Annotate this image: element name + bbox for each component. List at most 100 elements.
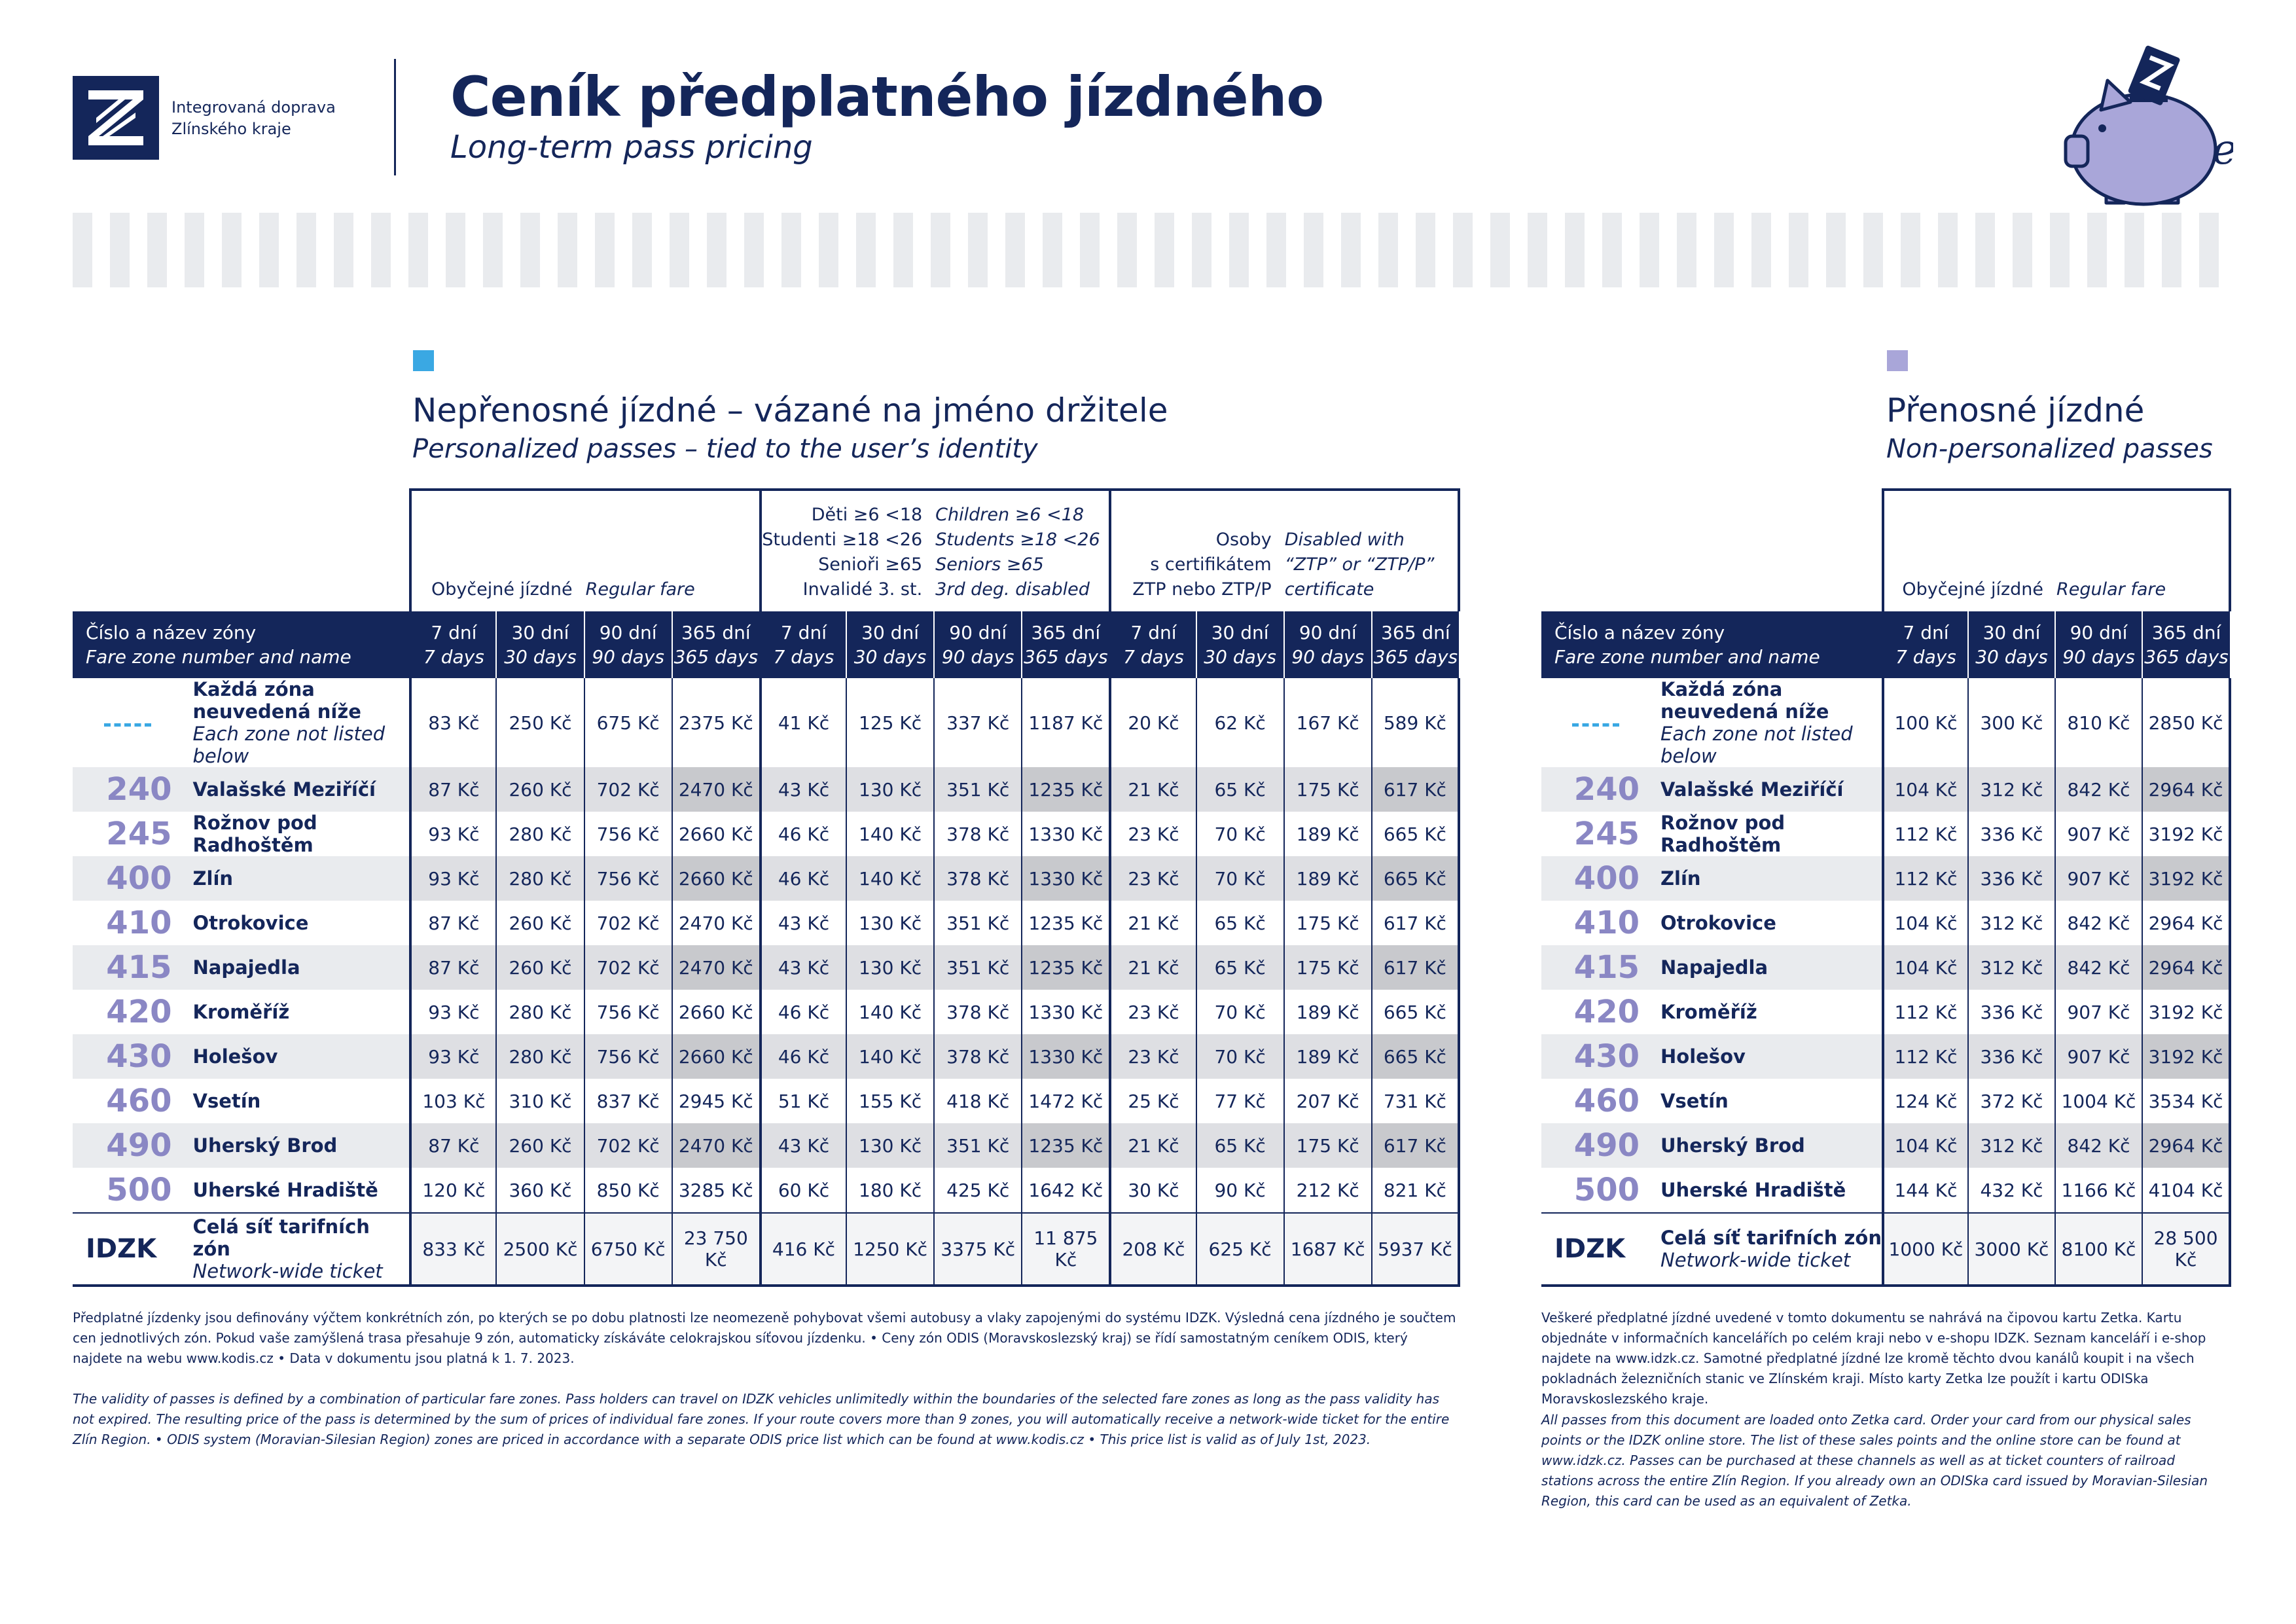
price-cell: 62 Kč bbox=[1195, 678, 1284, 767]
price-cell: 1235 Kč bbox=[1021, 767, 1111, 812]
price-cell: 702 Kč bbox=[583, 767, 672, 812]
price-cell: 4104 Kč bbox=[2141, 1168, 2232, 1213]
table-row: 415 Napajedla 87 Kč 260 Kč 702 Kč 2470 Kč 43 K… bbox=[73, 945, 1461, 990]
price-cell: 2470 Kč bbox=[671, 767, 761, 812]
zone-number: 415 bbox=[73, 945, 189, 990]
zone-name: Kroměříž bbox=[189, 990, 411, 1034]
price-cell: 702 Kč bbox=[583, 901, 672, 945]
price-cell: 1330 Kč bbox=[1021, 856, 1111, 901]
price-cell: 120 Kč bbox=[409, 1168, 497, 1213]
zone-name: Otrokovice bbox=[1657, 901, 1883, 945]
table-row: 500 Uherské Hradiště 120 Kč 360 Kč 850 Kč 328… bbox=[73, 1168, 1461, 1213]
price-cell: 189 Kč bbox=[1283, 856, 1372, 901]
price-cell: 312 Kč bbox=[1967, 767, 2055, 812]
group-line-en: Regular fare bbox=[585, 579, 695, 600]
period-en: 7 days bbox=[423, 646, 484, 668]
price-cell: 65 Kč bbox=[1195, 1123, 1284, 1168]
price-cell: 189 Kč bbox=[1283, 812, 1372, 856]
price-cell: 842 Kč bbox=[2054, 901, 2142, 945]
zone-number: 410 bbox=[1573, 905, 1640, 941]
price-cell: 3375 Kč bbox=[933, 1212, 1022, 1287]
price-cell: 112 Kč bbox=[1882, 1034, 1968, 1079]
zone-number: 500 bbox=[106, 1172, 172, 1208]
table-row: 490 Uherský Brod 87 Kč 260 Kč 702 Kč 2470 Kč 4… bbox=[73, 1123, 1461, 1168]
period-header-7-days: 7 dní 7 days bbox=[1109, 611, 1196, 678]
group-label-cz: Děti ≥6 <18 Studenti ≥18 <26 Senioři ≥65 In… bbox=[762, 503, 935, 602]
zone-name-cz: Každá zóna neuvedená níže bbox=[192, 678, 361, 723]
price-cell: 28 500 Kč bbox=[2141, 1212, 2232, 1287]
zone-name: Každá zóna neuvedená níže Each zone not l… bbox=[1657, 678, 1883, 767]
price-cell: 310 Kč bbox=[495, 1079, 584, 1123]
period-cz: 30 dní bbox=[1982, 622, 2041, 643]
price-cell: 104 Kč bbox=[1882, 945, 1968, 990]
price-cell: 2500 Kč bbox=[495, 1212, 584, 1287]
period-cz: 90 dní bbox=[1299, 622, 1357, 643]
price-cell: 589 Kč bbox=[1371, 678, 1461, 767]
price-cell: 2964 Kč bbox=[2141, 901, 2232, 945]
period-header-365-days: 365 dní 365 days bbox=[671, 611, 761, 678]
price-cell: 144 Kč bbox=[1882, 1168, 1968, 1213]
price-cell: 87 Kč bbox=[409, 767, 497, 812]
price-cell: 2470 Kč bbox=[671, 1123, 761, 1168]
price-cell: 2964 Kč bbox=[2141, 1123, 2232, 1168]
period-cz: 7 dní bbox=[780, 622, 827, 643]
zone-number bbox=[73, 678, 189, 767]
zone-name: Valašské Meziříčí bbox=[1657, 767, 1883, 812]
zone-name: Kroměříž bbox=[1657, 990, 1883, 1034]
price-cell: 46 Kč bbox=[759, 1034, 847, 1079]
price-cell: 3192 Kč bbox=[2141, 812, 2232, 856]
price-cell: 336 Kč bbox=[1967, 1034, 2055, 1079]
price-cell: 46 Kč bbox=[759, 812, 847, 856]
price-cell: 208 Kč bbox=[1109, 1212, 1196, 1287]
price-cell: 675 Kč bbox=[583, 678, 672, 767]
group-line-en: Seniors ≥65 bbox=[935, 554, 1044, 575]
period-en: 7 days bbox=[1895, 646, 1956, 668]
period-header-30-days: 30 dní 30 days bbox=[1195, 611, 1284, 678]
table-row: Každá zóna neuvedená níže Each zone not l… bbox=[1541, 678, 2232, 767]
price-cell: 125 Kč bbox=[846, 678, 935, 767]
zone-number: 460 bbox=[106, 1083, 172, 1119]
zone-number: 400 bbox=[1541, 856, 1657, 901]
price-cell: 2470 Kč bbox=[671, 945, 761, 990]
zone-name-cz: Zlín bbox=[192, 867, 234, 890]
period-header-90-days: 90 dní 90 days bbox=[583, 611, 672, 678]
price-cell: 21 Kč bbox=[1109, 901, 1196, 945]
group-line-cz: Invalidé 3. st. bbox=[802, 579, 923, 600]
period-en: 365 days bbox=[1373, 646, 1458, 668]
price-cell: 70 Kč bbox=[1195, 1034, 1284, 1079]
table-row: 400 Zlín 93 Kč 280 Kč 756 Kč 2660 Kč 46 Kč 140 … bbox=[73, 856, 1461, 901]
price-cell: 180 Kč bbox=[846, 1168, 935, 1213]
group-label-cz: Osoby s certifikátem ZTP nebo ZTP/P bbox=[1111, 528, 1284, 602]
zone-name-cz: Každá zóna neuvedená níže bbox=[1660, 678, 1829, 723]
note-transferable-cz: Veškeré předplatné jízdné uvedené v tomt… bbox=[1541, 1310, 2206, 1407]
price-cell: 46 Kč bbox=[759, 856, 847, 901]
price-cell: 23 Kč bbox=[1109, 812, 1196, 856]
period-header-365-days: 365 dní 365 days bbox=[1021, 611, 1111, 678]
piggy-bank-icon: e bbox=[2062, 45, 2237, 215]
zone-name: Každá zóna neuvedená níže Each zone not l… bbox=[189, 678, 411, 767]
price-cell: 70 Kč bbox=[1195, 856, 1284, 901]
period-cz: 7 dní bbox=[1903, 622, 1949, 643]
personalized-subtitle: Personalized passes – tied to the user’s… bbox=[412, 434, 1038, 464]
zone-name: Napajedla bbox=[188, 945, 411, 990]
period-cz: 30 dní bbox=[861, 622, 919, 643]
price-cell: 175 Kč bbox=[1283, 767, 1372, 812]
price-cell: 130 Kč bbox=[846, 945, 935, 990]
price-cell: 130 Kč bbox=[846, 767, 935, 812]
price-cell: 124 Kč bbox=[1882, 1079, 1968, 1123]
price-cell: 617 Kč bbox=[1371, 945, 1461, 990]
price-cell: 2945 Kč bbox=[671, 1079, 761, 1123]
zone-name: Uherské Hradiště bbox=[189, 1168, 411, 1213]
price-cell: 130 Kč bbox=[846, 901, 935, 945]
zone-number: 240 bbox=[73, 767, 189, 812]
price-cell: 23 Kč bbox=[1109, 990, 1196, 1034]
zone-header-en: Fare zone number and name bbox=[1554, 646, 1820, 668]
zone-header-en: Fare zone number and name bbox=[86, 646, 351, 668]
price-cell: 351 Kč bbox=[933, 945, 1022, 990]
price-cell: 665 Kč bbox=[1371, 812, 1461, 856]
table-row: 420 Kroměříž 112 Kč 336 Kč 907 Kč 3192 Kč bbox=[1541, 990, 2232, 1034]
price-cell: 2660 Kč bbox=[671, 990, 761, 1034]
price-cell: 416 Kč bbox=[759, 1212, 847, 1287]
zone-number: 245 bbox=[1573, 816, 1640, 852]
price-cell: 378 Kč bbox=[933, 1034, 1022, 1079]
